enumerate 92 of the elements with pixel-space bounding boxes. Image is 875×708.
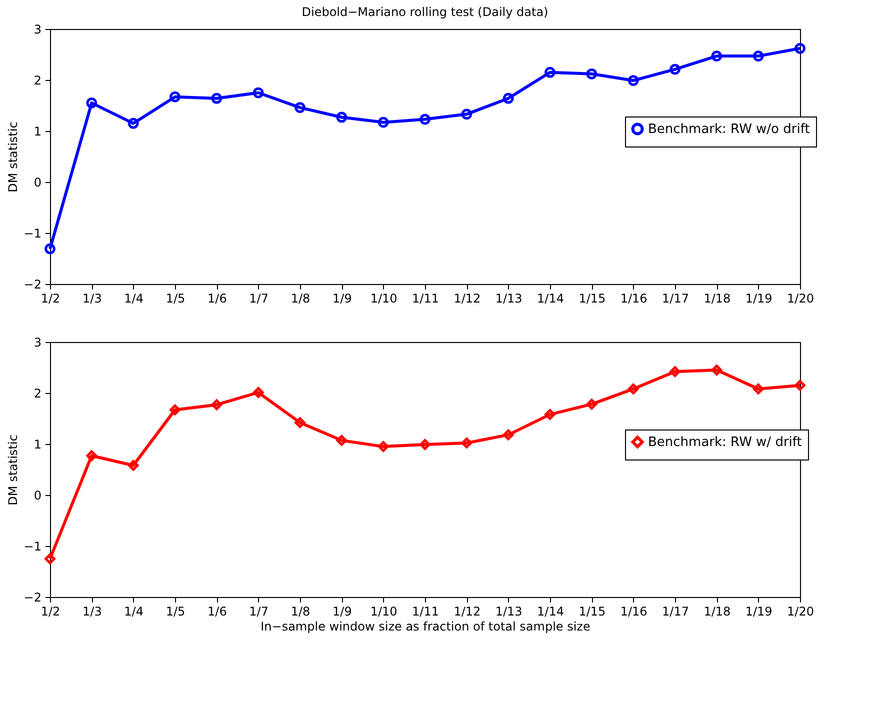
x-tick-label: 1/15: [578, 604, 606, 618]
x-tick-label: 1/12: [454, 292, 481, 306]
x-tick-label: 1/15: [578, 292, 606, 306]
y-axis-title: DM statistic: [6, 434, 20, 506]
point: [586, 398, 598, 410]
x-tick-label: 1/16: [620, 604, 648, 618]
y-tick-label: 2: [34, 74, 42, 88]
x-tick-label: 1/20: [787, 292, 814, 306]
legend-label: Benchmark: RW w/o drift: [648, 122, 810, 137]
y-tick-label: −2: [24, 590, 42, 604]
y-tick-label: 3: [34, 22, 42, 36]
x-tick-label: 1/4: [124, 604, 144, 618]
point: [461, 438, 472, 448]
point: [670, 64, 680, 75]
y-tick-label: −2: [24, 278, 42, 292]
y-tick-label: 2: [34, 386, 42, 400]
point: [461, 108, 472, 120]
x-tick-label: 1/8: [290, 604, 310, 618]
point: [252, 87, 264, 98]
point: [211, 92, 222, 104]
point: [502, 429, 514, 440]
x-tick-label: 1/10: [370, 604, 398, 618]
x-tick-label: 1/6: [208, 292, 227, 306]
chart-title: Diebold−Mariano rolling test (Daily data): [302, 5, 548, 19]
legend-label: Benchmark: RW w/ drift: [648, 435, 802, 450]
point: [794, 380, 806, 391]
y-tick-label: 0: [34, 176, 42, 190]
x-tick-label: 1/7: [249, 292, 268, 306]
x-tick-label: 1/8: [290, 292, 310, 306]
point: [628, 383, 639, 394]
point: [86, 450, 98, 462]
point: [586, 68, 598, 80]
point: [336, 112, 348, 123]
point: [628, 75, 639, 86]
point: [336, 434, 348, 446]
x-tick-label: 1/3: [82, 604, 102, 618]
point: [544, 66, 556, 78]
x-tick-label: 1/18: [704, 292, 731, 306]
x-tick-label: 1/4: [124, 292, 144, 306]
point: [86, 98, 98, 108]
x-tick-label: 1/19: [745, 292, 772, 306]
point: [294, 417, 306, 428]
y-tick-label: 3: [34, 336, 42, 350]
point: [711, 50, 722, 62]
y-tick-label: 0: [34, 488, 42, 502]
point: [44, 553, 56, 564]
x-tick-label: 1/14: [537, 292, 564, 306]
point: [420, 439, 430, 450]
point: [170, 404, 180, 416]
x-tick-label: 1/14: [537, 604, 564, 618]
x-tick-label: 1/11: [412, 604, 439, 618]
x-tick-label: 1/11: [412, 292, 439, 306]
y-axis-title: DM statistic: [6, 122, 20, 192]
point: [294, 102, 306, 113]
x-tick-label: 1/6: [208, 604, 227, 618]
x-tick-label: 1/12: [454, 604, 481, 618]
x-tick-label: 1/19: [745, 604, 772, 618]
x-tick-label: 1/5: [166, 292, 186, 306]
point: [170, 91, 180, 102]
x-tick-label: 1/13: [495, 604, 522, 618]
point: [544, 408, 556, 420]
x-tick-label: 1/2: [40, 292, 60, 306]
x-tick-label: 1/5: [166, 604, 186, 618]
y-tick-label: −1: [24, 540, 42, 554]
point: [211, 399, 222, 410]
x-tick-label: 1/17: [662, 604, 689, 618]
x-tick-label: 1/9: [332, 292, 352, 306]
point: [502, 92, 514, 104]
point: [752, 50, 764, 62]
point: [752, 383, 764, 394]
point: [420, 114, 430, 125]
point: [378, 116, 389, 128]
point: [378, 441, 389, 452]
x-tick-label: 1/18: [704, 604, 731, 618]
y-tick-label: 1: [34, 438, 42, 452]
x-tick-label: 1/10: [370, 292, 398, 306]
y-tick-label: 1: [34, 124, 42, 138]
x-tick-label: 1/3: [82, 292, 102, 306]
point: [252, 387, 264, 398]
x-tick-label: 1/20: [787, 604, 814, 618]
x-tick-label: 1/13: [495, 292, 522, 306]
y-tick-label: −1: [24, 226, 42, 240]
point: [711, 364, 722, 376]
x-tick-label: 1/7: [249, 604, 268, 618]
x-axis-title: In−sample window size as fraction of total sample size: [260, 620, 590, 634]
point: [128, 118, 139, 129]
x-tick-label: 1/16: [620, 292, 648, 306]
x-tick-label: 1/9: [332, 604, 352, 618]
x-tick-label: 1/17: [662, 292, 689, 306]
x-tick-label: 1/2: [40, 604, 60, 618]
point: [128, 460, 139, 471]
point: [670, 366, 680, 378]
